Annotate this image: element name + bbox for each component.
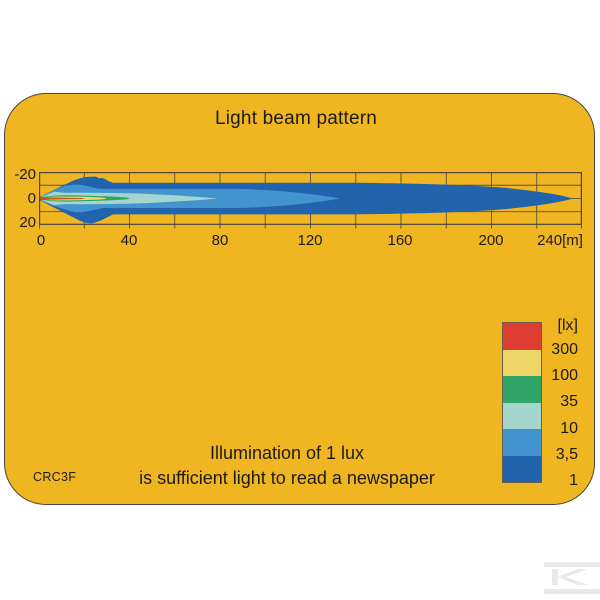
y-tick-20: 20 [19, 214, 36, 231]
x-tick-120: 120 [297, 232, 323, 249]
legend-swatch-35lx [503, 376, 541, 403]
legend-swatch-10lx [503, 402, 541, 429]
legend-label-35: 35 [560, 393, 578, 410]
caption-line1: Illumination of 1 lux [209, 443, 365, 463]
legend-label-3.5: 3,5 [555, 446, 578, 463]
legend-swatch-300lx [503, 323, 541, 350]
legend-label-10: 10 [560, 420, 578, 437]
y-tick-0: 0 [27, 190, 36, 207]
legend-label-1: 1 [569, 472, 578, 489]
legend-swatch-3.5lx [503, 429, 541, 456]
legend-swatch-1lx [503, 455, 541, 482]
legend-swatch-100lx [503, 349, 541, 376]
beam-plot [39, 172, 582, 229]
chart-title: Light beam pattern [214, 108, 378, 129]
x-tick-80: 80 [211, 232, 229, 249]
beam-contours [39, 176, 573, 224]
legend-color-scale [502, 322, 542, 483]
kramp-watermark-icon [544, 562, 600, 594]
legend-label-300: 300 [551, 341, 578, 358]
x-tick-200: 200 [478, 232, 504, 249]
x-axis-ticks [39, 224, 582, 229]
x-tick-40: 40 [120, 232, 138, 249]
caption: Illumination of 1 lux is sufficient ligh… [0, 441, 574, 491]
product-code: CRC3F [33, 470, 77, 484]
yellow-card [4, 93, 595, 505]
caption-line2: is sufficient light to read a newspaper [139, 468, 435, 488]
x-tick-240m: 240[m] [537, 232, 583, 249]
x-tick-0: 0 [36, 232, 46, 249]
plot-border [39, 172, 582, 225]
x-tick-160: 160 [387, 232, 413, 249]
beam-plot-svg [39, 172, 582, 229]
legend-label-100: 100 [551, 367, 578, 384]
legend-unit-label: [lx] [557, 317, 578, 334]
y-tick--20: -20 [14, 166, 36, 183]
